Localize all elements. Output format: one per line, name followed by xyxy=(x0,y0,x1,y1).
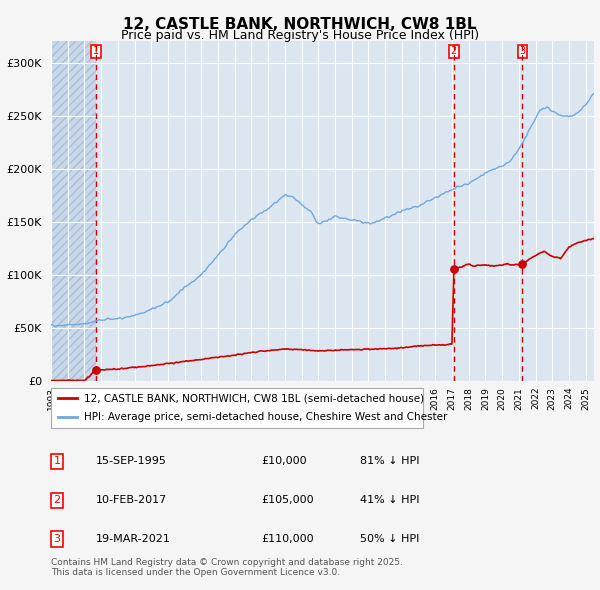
Text: Price paid vs. HM Land Registry's House Price Index (HPI): Price paid vs. HM Land Registry's House … xyxy=(121,29,479,42)
Bar xyxy=(51,41,96,381)
Text: £10,000: £10,000 xyxy=(261,457,307,466)
Text: 50% ↓ HPI: 50% ↓ HPI xyxy=(360,535,419,544)
Text: 19-MAR-2021: 19-MAR-2021 xyxy=(96,535,171,544)
Text: £110,000: £110,000 xyxy=(261,535,314,544)
Text: 41% ↓ HPI: 41% ↓ HPI xyxy=(360,496,419,505)
Point xyxy=(449,264,458,274)
Point xyxy=(91,365,101,375)
Text: 15-SEP-1995: 15-SEP-1995 xyxy=(96,457,167,466)
Text: 3: 3 xyxy=(520,47,526,57)
Text: Contains HM Land Registry data © Crown copyright and database right 2025.
This d: Contains HM Land Registry data © Crown c… xyxy=(51,558,403,577)
Text: 1: 1 xyxy=(53,457,61,466)
Text: HPI: Average price, semi-detached house, Cheshire West and Chester: HPI: Average price, semi-detached house,… xyxy=(85,412,448,422)
Text: 1: 1 xyxy=(93,47,100,57)
Text: 10-FEB-2017: 10-FEB-2017 xyxy=(96,496,167,505)
Point xyxy=(518,259,527,268)
Text: 2: 2 xyxy=(451,47,457,57)
Text: 12, CASTLE BANK, NORTHWICH, CW8 1BL (semi-detached house): 12, CASTLE BANK, NORTHWICH, CW8 1BL (sem… xyxy=(85,394,425,404)
Text: 3: 3 xyxy=(53,535,61,544)
Text: 12, CASTLE BANK, NORTHWICH, CW8 1BL: 12, CASTLE BANK, NORTHWICH, CW8 1BL xyxy=(123,17,477,31)
Text: 81% ↓ HPI: 81% ↓ HPI xyxy=(360,457,419,466)
Text: £105,000: £105,000 xyxy=(261,496,314,505)
Text: 2: 2 xyxy=(53,496,61,505)
